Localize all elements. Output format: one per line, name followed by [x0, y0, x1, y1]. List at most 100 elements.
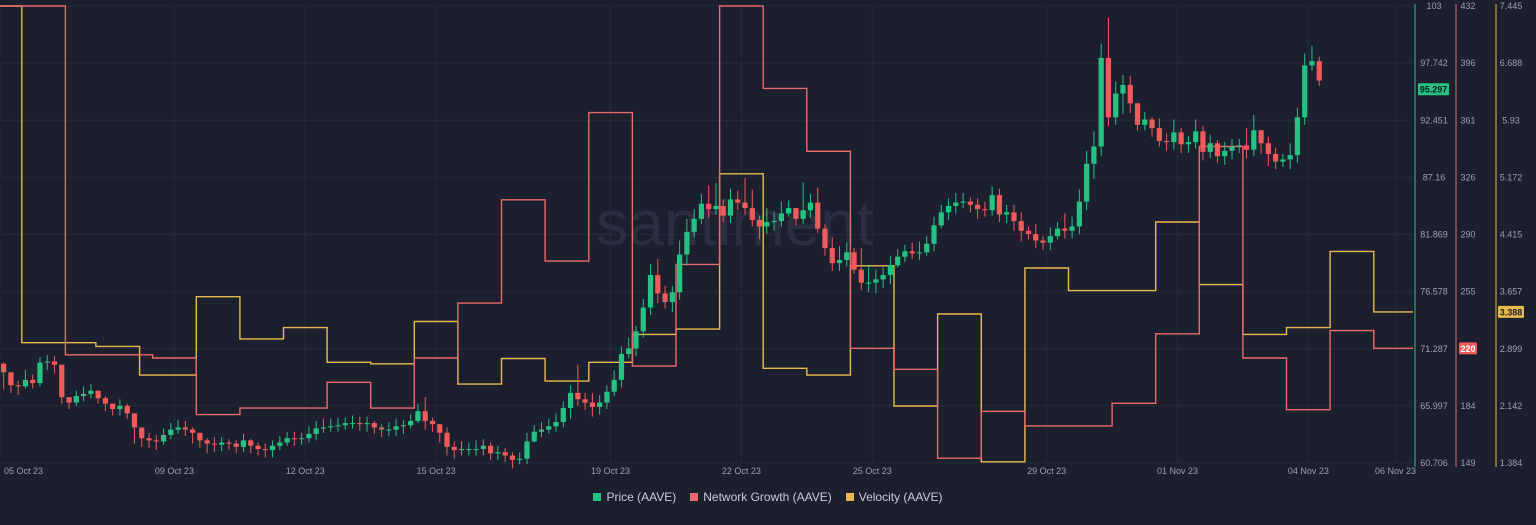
candle-body	[73, 396, 79, 403]
legend-item-price[interactable]: Price (AAVE)	[593, 490, 676, 504]
candle-body	[466, 449, 472, 451]
candle-body	[1127, 84, 1133, 104]
candle-body	[982, 209, 988, 211]
candle-body	[1113, 93, 1119, 118]
candle-body	[720, 205, 726, 216]
candle-body	[1, 363, 7, 373]
candle-body	[386, 429, 392, 431]
velocity-tick-label: 5.93	[1502, 115, 1520, 125]
candle-body	[1018, 221, 1024, 231]
candle-body	[538, 429, 545, 432]
candle-body	[1149, 119, 1155, 129]
candle-body	[531, 431, 537, 442]
candle-body	[1178, 132, 1184, 145]
network-growth-current-badge: 220	[1460, 344, 1475, 354]
candle-body	[1047, 236, 1053, 243]
candle-body	[502, 452, 508, 456]
candle-body	[873, 279, 879, 283]
candle-body	[560, 407, 566, 423]
legend-item-network-growth[interactable]: Network Growth (AAVE)	[690, 490, 832, 504]
candle-body	[1273, 154, 1279, 162]
candle-body	[211, 443, 218, 445]
candle-body	[1193, 131, 1199, 143]
candle-body	[1229, 146, 1235, 151]
candle-body	[342, 423, 348, 426]
candle-body	[706, 203, 712, 210]
candle-body	[546, 426, 552, 430]
candle-body	[1171, 132, 1177, 143]
candle-body	[786, 208, 792, 214]
candle-body	[742, 202, 748, 209]
candle-body	[713, 205, 719, 210]
candle-body	[226, 442, 232, 444]
candle-body	[240, 440, 247, 447]
legend-item-velocity[interactable]: Velocity (AAVE)	[845, 490, 943, 504]
candle-body	[44, 361, 50, 363]
candle-body	[996, 195, 1003, 215]
watermark: santiment	[596, 187, 874, 259]
velocity-tick-label: 2.899	[1500, 344, 1523, 354]
candle-body	[422, 411, 428, 421]
candle-body	[953, 202, 959, 206]
candle-body	[197, 432, 203, 441]
candle-body	[110, 403, 116, 410]
price-tick-label: 92.451	[1420, 115, 1448, 125]
candle-body	[1120, 84, 1126, 94]
candle-body	[1033, 233, 1039, 241]
candle-body	[684, 231, 690, 255]
candle-body	[626, 348, 632, 354]
candle-body	[1054, 228, 1061, 237]
candle-body	[131, 413, 138, 428]
candle-body	[974, 204, 981, 210]
velocity-current-badge: 3.388	[1500, 307, 1523, 317]
price-tick-label: 87.16	[1423, 172, 1446, 182]
candle-body	[1214, 143, 1221, 157]
price-tick-label: 65.997	[1420, 401, 1448, 411]
candle-body	[1294, 117, 1301, 156]
candle-body	[1207, 143, 1213, 152]
candle-body	[924, 243, 930, 253]
network-growth-tick-label: 396	[1460, 58, 1475, 68]
velocity-current-badge-bg	[1498, 305, 1524, 318]
candle-body	[517, 458, 523, 460]
candle-body	[1040, 240, 1046, 243]
candle-body	[480, 445, 486, 450]
candle-body	[582, 399, 588, 403]
candle-body	[1091, 146, 1097, 164]
x-tick-label: 15 Oct 23	[417, 466, 456, 476]
candle-body	[1222, 150, 1228, 157]
candle-body	[735, 199, 741, 203]
candle-body	[1011, 212, 1017, 222]
candle-body	[604, 391, 610, 403]
candle-body	[1200, 131, 1206, 152]
candle-body	[262, 449, 268, 451]
x-tick-label: 06 Nov 23	[1375, 466, 1416, 476]
candle-body	[364, 423, 370, 425]
candle-body	[1004, 212, 1010, 215]
x-tick-label: 22 Oct 23	[722, 466, 761, 476]
legend-label-price: Price (AAVE)	[606, 490, 677, 504]
candle-body	[15, 385, 21, 387]
candle-body	[66, 397, 72, 403]
velocity-tick-label: 4.415	[1500, 230, 1523, 240]
legend-label-velocity: Velocity (AAVE)	[858, 490, 943, 504]
candle-body	[378, 427, 385, 430]
candle-body	[1134, 103, 1141, 125]
candle-body	[95, 390, 101, 399]
candle-body	[727, 199, 734, 216]
candle-body	[1076, 201, 1082, 227]
candle-body	[102, 398, 109, 404]
candle-body	[633, 331, 639, 349]
x-tick-label: 04 Nov 23	[1288, 466, 1329, 476]
network-growth-line	[0, 5, 1413, 459]
price-tick-label: 60.706	[1420, 458, 1448, 468]
candle-body	[640, 307, 646, 332]
candle-body	[1251, 130, 1257, 150]
candle-body	[393, 426, 399, 430]
network-growth-tick-label: 290	[1460, 230, 1475, 240]
candle-body	[1316, 61, 1322, 81]
network-growth-tick-label: 255	[1460, 287, 1475, 297]
candle-body	[284, 438, 290, 443]
